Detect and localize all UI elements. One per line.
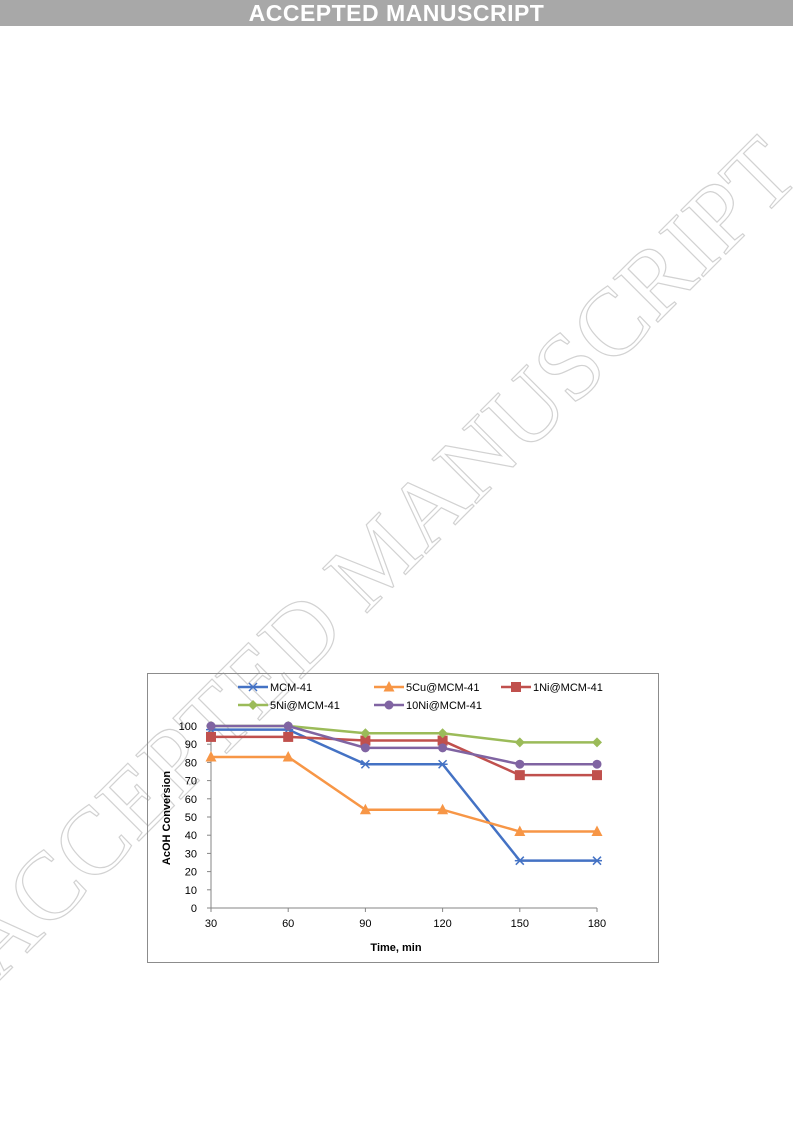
data-point-mcm-41-stroke	[515, 856, 525, 866]
data-point-1ni-mcm-41	[437, 735, 448, 746]
legend-label: 10Ni@MCM-41	[406, 700, 482, 712]
data-point-mcm-41	[360, 759, 371, 769]
legend-marker	[511, 682, 521, 692]
y-tick-label: 20	[185, 867, 197, 879]
y-tick-label: 40	[185, 830, 197, 842]
x-tick-label: 180	[588, 918, 606, 930]
legend-item-5ni-mcm-41: 5Ni@MCM-41	[238, 700, 340, 712]
data-point-5ni-mcm-41	[437, 728, 448, 739]
series-line-10ni-mcm-41	[211, 724, 597, 766]
accepted-manuscript-banner: ACCEPTED MANUSCRIPT	[0, 0, 793, 26]
data-point-5ni-mcm-41	[360, 728, 371, 739]
y-tick-label: 80	[185, 757, 197, 769]
data-point-1ni-mcm-41	[283, 731, 294, 742]
y-axis-label: AcOH Conversion	[161, 771, 173, 865]
legend-item-5cu-mcm-41: 5Cu@MCM-41	[374, 681, 480, 694]
data-point-mcm-41-stroke	[438, 759, 448, 769]
data-point-5ni-mcm-41	[514, 737, 525, 748]
y-tick-label: 90	[185, 739, 197, 751]
legend-marker	[383, 681, 395, 692]
legend-marker	[384, 700, 394, 710]
x-tick-label: 30	[205, 918, 217, 930]
legend-label: 5Cu@MCM-41	[406, 682, 480, 694]
data-point-5cu-mcm-41	[514, 825, 526, 837]
data-point-mcm-41	[592, 856, 602, 866]
data-point-5cu-mcm-41	[282, 750, 294, 762]
series-line-1ni-mcm-41	[211, 735, 597, 777]
legend-label: 5Ni@MCM-41	[270, 700, 340, 712]
data-point-mcm-41-stroke	[360, 759, 370, 769]
x-tick-label: 60	[282, 918, 294, 930]
data-point-5cu-mcm-41	[205, 750, 217, 762]
x-tick-label: 90	[359, 918, 371, 930]
x-axis-label: Time, min	[370, 942, 421, 954]
legend-marker	[248, 700, 258, 710]
data-point-5cu-mcm-41	[591, 825, 603, 837]
plot-series	[205, 721, 603, 866]
y-tick-label: 70	[185, 776, 197, 788]
data-point-10ni-mcm-41	[283, 721, 293, 731]
legend: MCM-41 5Cu@MCM-41 1Ni@MCM-41 5Ni@MCM-41 10Ni…	[238, 681, 603, 712]
legend-label: 1Ni@MCM-41	[533, 682, 603, 694]
chart-axes: 0 10 20 30 40 50 60 70 80 90 100 30 60 90 120 150 180	[179, 721, 607, 930]
y-tick-label: 100	[179, 721, 197, 733]
data-point-5cu-mcm-41	[437, 803, 449, 815]
y-tick-label: 50	[185, 812, 197, 824]
legend-item-10ni-mcm-41: 10Ni@MCM-41	[374, 700, 482, 712]
data-point-mcm-41	[514, 856, 525, 866]
data-point-5ni-mcm-41	[592, 737, 602, 748]
chart-area: MCM-41 5Cu@MCM-41 1Ni@MCM-41 5Ni@MCM-41 10Ni…	[147, 673, 659, 963]
data-point-mcm-41-stroke	[592, 856, 602, 866]
data-point-1ni-mcm-41	[206, 731, 216, 742]
x-tick-label: 120	[433, 918, 451, 930]
y-tick-label: 10	[185, 885, 197, 897]
data-point-1ni-mcm-41	[514, 770, 525, 781]
y-tick-label: 0	[191, 903, 197, 915]
series-line-mcm-41	[211, 728, 597, 862]
legend-marker	[248, 682, 258, 692]
y-tick-label: 60	[185, 794, 197, 806]
x-tick-label: 150	[511, 918, 529, 930]
data-point-1ni-mcm-41	[360, 735, 371, 746]
data-point-5cu-mcm-41	[359, 803, 371, 815]
data-point-10ni-mcm-41	[515, 759, 525, 769]
line-chart: MCM-41 5Cu@MCM-41 1Ni@MCM-41 5Ni@MCM-41 10Ni…	[161, 681, 607, 954]
data-point-10ni-mcm-41	[438, 743, 448, 753]
legend-marker-stroke	[248, 682, 258, 692]
y-tick-label: 30	[185, 848, 197, 860]
data-point-10ni-mcm-41	[360, 743, 370, 753]
legend-item-mcm-41: MCM-41	[238, 682, 312, 694]
data-point-10ni-mcm-41	[206, 721, 216, 731]
series-line-5cu-mcm-41	[211, 755, 597, 833]
legend-label: MCM-41	[270, 682, 312, 694]
data-point-mcm-41	[437, 759, 448, 769]
data-point-1ni-mcm-41	[592, 770, 602, 781]
data-point-10ni-mcm-41	[592, 759, 602, 769]
legend-item-1ni-mcm-41: 1Ni@MCM-41	[501, 682, 603, 694]
